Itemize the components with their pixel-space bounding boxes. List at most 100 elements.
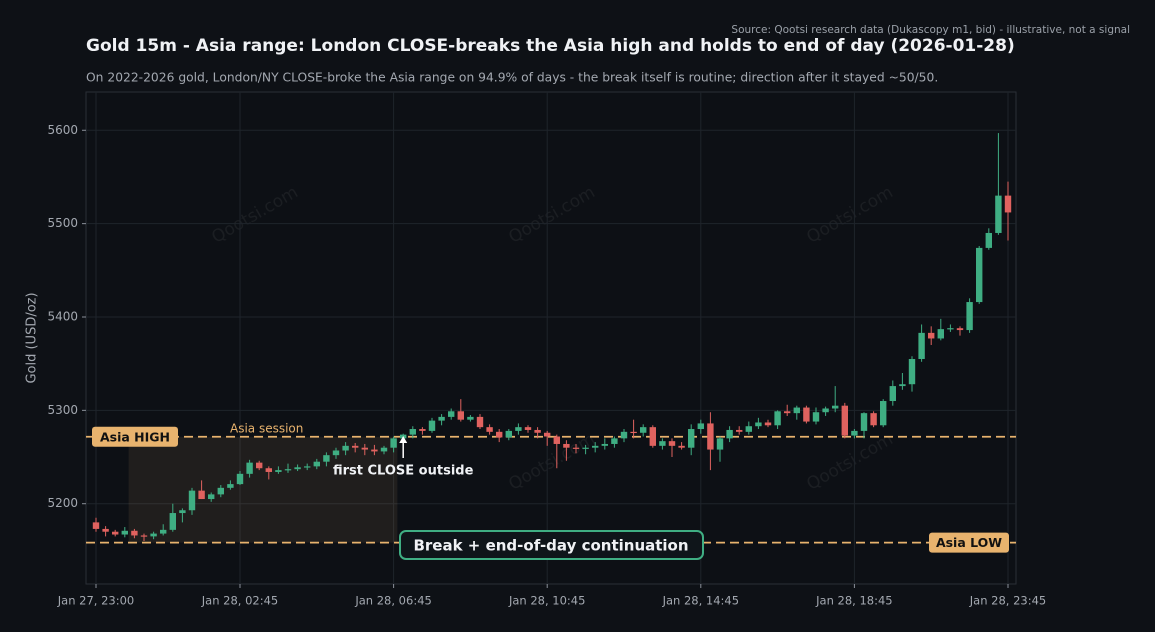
candle-body xyxy=(707,423,714,450)
annotation-label: first CLOSE outside xyxy=(333,464,474,479)
candle-body xyxy=(534,429,541,433)
candle-body xyxy=(956,328,964,331)
candle-body xyxy=(563,443,570,448)
candle-body xyxy=(678,445,685,448)
x-tick-label: Jan 28, 10:45 xyxy=(508,594,585,608)
candle-body xyxy=(880,401,887,426)
x-tick-label: Jan 28, 02:45 xyxy=(201,594,278,608)
candle-body xyxy=(505,430,512,438)
x-tick-label: Jan 27, 23:00 xyxy=(57,594,134,608)
level-label-box xyxy=(929,532,1009,553)
x-tick-label: Jan 28, 06:45 xyxy=(354,594,431,608)
candle-body xyxy=(438,416,445,421)
candle-body xyxy=(284,469,292,471)
candle-body xyxy=(515,427,522,431)
candle-body xyxy=(966,302,973,331)
candle-body xyxy=(697,423,704,430)
candle-body xyxy=(553,436,560,444)
x-tick-label: Jan 28, 23:45 xyxy=(969,594,1046,608)
source-note: Source: Qootsi research data (Dukascopy … xyxy=(731,24,1130,36)
y-tick-label: 5500 xyxy=(47,216,78,230)
x-tick-label: Jan 28, 18:45 xyxy=(815,594,892,608)
candle-body xyxy=(659,441,666,446)
y-tick-label: 5200 xyxy=(47,496,78,510)
y-tick-label: 5300 xyxy=(47,403,78,417)
candle-body xyxy=(764,422,772,426)
candle-body xyxy=(582,447,589,449)
callout-text: Break + end-of-day continuation xyxy=(413,537,688,555)
candle-body xyxy=(784,411,791,414)
level-label: Asia HIGH xyxy=(100,429,170,444)
candle-body xyxy=(371,449,378,452)
candle-body xyxy=(428,420,436,431)
annotation-arrowhead xyxy=(399,436,408,443)
candle-body xyxy=(419,429,426,431)
candle-body xyxy=(611,438,618,444)
candle-body xyxy=(851,430,858,436)
candle-body xyxy=(208,494,215,500)
candle-body xyxy=(668,441,676,446)
candle-body xyxy=(630,431,637,434)
candle-body xyxy=(572,447,580,449)
candle-body xyxy=(294,467,301,470)
candle-body xyxy=(467,416,474,420)
candle-body xyxy=(918,332,925,360)
candle-body xyxy=(889,386,896,402)
candle-body xyxy=(457,411,464,420)
level-label-box xyxy=(92,426,178,447)
chart-title: Gold 15m - Asia range: London CLOSE-brea… xyxy=(86,36,1015,56)
candle-body xyxy=(822,408,829,413)
candle-body xyxy=(486,427,493,432)
candle-body xyxy=(937,329,944,339)
candle-body xyxy=(246,462,253,474)
candle-body xyxy=(140,535,148,537)
candle-body xyxy=(544,432,551,437)
candle-body xyxy=(1004,195,1012,213)
candle-body xyxy=(409,429,416,435)
asia-session-label: Asia session xyxy=(230,421,303,435)
candle-body xyxy=(131,530,138,536)
candle-body xyxy=(256,462,263,469)
y-tick-label: 5400 xyxy=(47,309,78,323)
candle-body xyxy=(716,438,724,450)
candle-body xyxy=(313,461,320,467)
candle-body xyxy=(150,533,157,537)
candle-body xyxy=(448,411,455,417)
candle-body xyxy=(649,427,656,446)
candle-body xyxy=(832,405,839,409)
candle-body xyxy=(592,445,599,448)
candle-body xyxy=(947,328,954,330)
candle-body xyxy=(995,195,1002,233)
callout-box xyxy=(399,530,704,560)
candle-body xyxy=(726,429,733,439)
candle-body xyxy=(390,438,397,448)
candle-body xyxy=(755,422,762,427)
candle-body xyxy=(640,427,647,433)
candle-body xyxy=(188,490,196,511)
candle-body xyxy=(745,426,752,432)
candle-body xyxy=(793,407,800,414)
candle-body xyxy=(803,407,810,422)
candle-body xyxy=(304,466,311,468)
candle-body xyxy=(112,531,119,535)
candle-body xyxy=(361,447,368,450)
candle-body xyxy=(899,384,906,387)
candle-body xyxy=(179,510,186,514)
candle-body xyxy=(169,513,176,530)
candle-body xyxy=(774,411,781,426)
candle-body xyxy=(160,529,167,534)
candle-body xyxy=(841,405,848,436)
candle-body xyxy=(496,431,503,438)
candle-body xyxy=(736,429,743,432)
y-tick-label: 5600 xyxy=(47,123,78,137)
candle-body xyxy=(601,443,608,446)
asia-session-range xyxy=(128,436,398,543)
candle-body xyxy=(908,359,916,385)
candle-body xyxy=(265,468,272,472)
x-tick-label: Jan 28, 14:45 xyxy=(662,594,739,608)
plot-area xyxy=(85,91,1017,585)
candle-body xyxy=(236,473,244,485)
candle-body xyxy=(620,431,628,439)
